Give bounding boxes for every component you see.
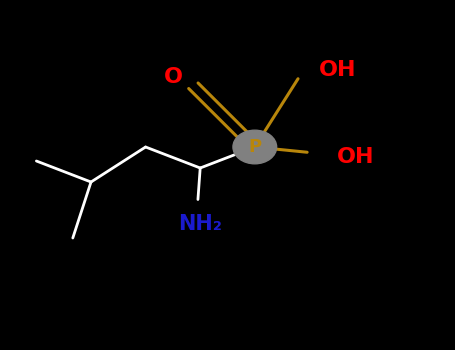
Text: OH: OH — [337, 147, 374, 168]
Text: P: P — [248, 138, 261, 156]
Text: O: O — [163, 67, 182, 87]
Text: OH: OH — [318, 60, 356, 80]
Text: NH₂: NH₂ — [178, 214, 222, 234]
Circle shape — [233, 130, 277, 164]
